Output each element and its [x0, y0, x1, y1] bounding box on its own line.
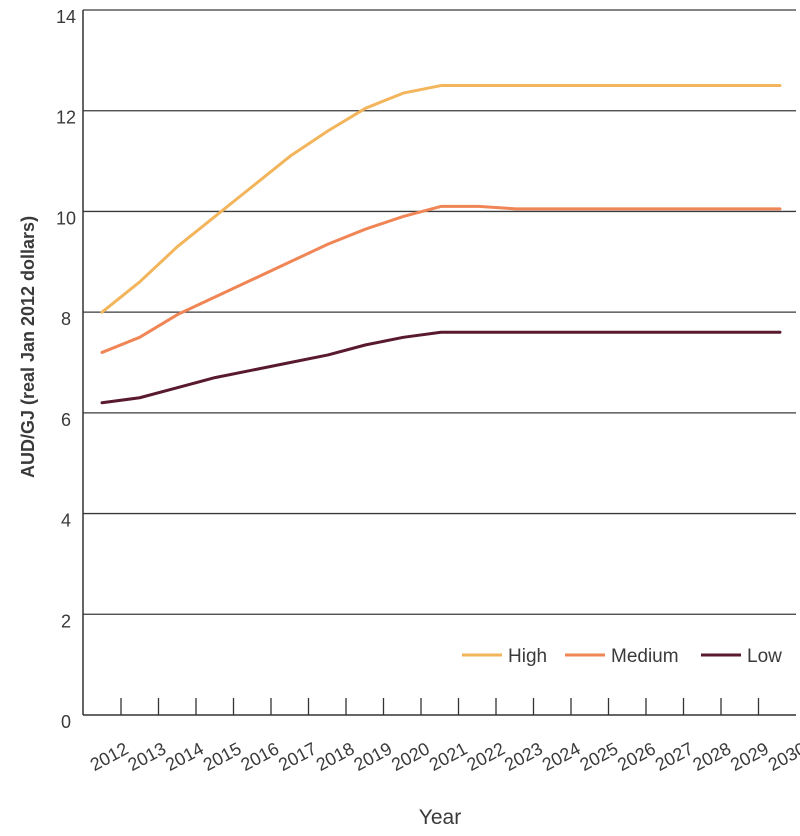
series-line-high — [100, 84, 782, 314]
y-tick-label-12: 12 — [56, 108, 76, 128]
y-tick-label-0: 0 — [61, 712, 71, 732]
y-tick-labels: 0 2 4 6 8 10 12 14 — [56, 7, 76, 732]
y-tick-label-6: 6 — [61, 410, 71, 430]
y-tick-label-2: 2 — [61, 611, 71, 631]
series-lines — [100, 84, 782, 405]
legend: High Medium Low — [462, 646, 782, 667]
series-line-medium — [100, 204, 782, 354]
x-axis-title: Year — [419, 806, 461, 829]
legend-label-low: Low — [747, 646, 782, 667]
y-tick-label-14: 14 — [56, 7, 76, 27]
y-tick-label-4: 4 — [61, 511, 71, 531]
gridlines — [83, 9, 796, 615]
y-tick-label-10: 10 — [56, 208, 76, 228]
axes — [82, 10, 796, 716]
y-tick-label-8: 8 — [61, 309, 71, 329]
y-axis-title: AUD/GJ (real Jan 2012 dollars) — [18, 216, 38, 478]
legend-label-high: High — [508, 646, 547, 667]
x-tick-label-2030: 2030 — [765, 738, 800, 774]
legend-label-medium: Medium — [611, 646, 679, 667]
series-line-low — [100, 330, 782, 405]
x-tick-labels: 2012201320142015201620172018201920202021… — [87, 698, 800, 775]
